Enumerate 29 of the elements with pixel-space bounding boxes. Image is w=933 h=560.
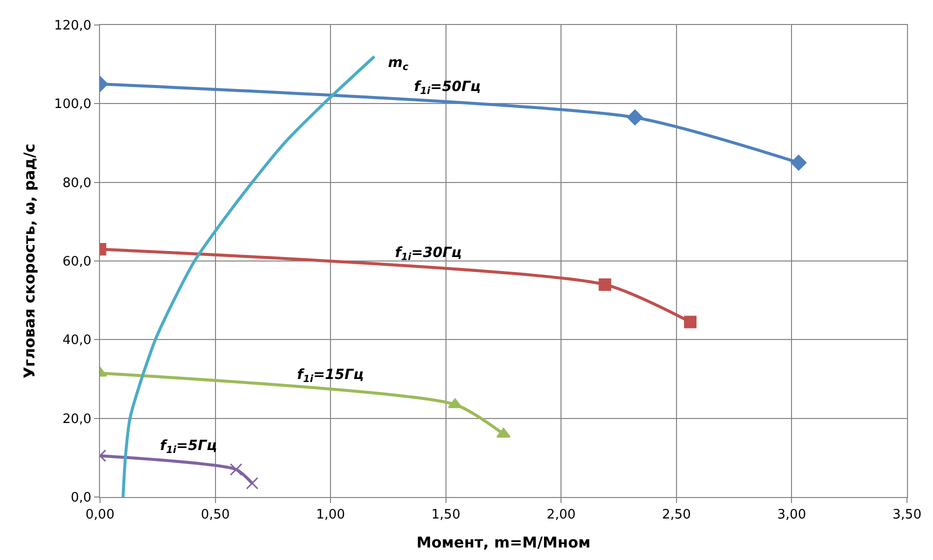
x-tick-label: 1,00 [316,508,346,523]
y-tick-label: 40,0 [62,333,92,348]
y-tick-label: 0,0 [70,490,92,506]
point [627,110,643,126]
x-tick-label: 0,00 [86,508,114,523]
series-label: f$_{1i}$=15Гц [297,367,364,385]
point [448,398,462,408]
x-tick-label: 3,00 [777,508,806,523]
point [790,154,807,171]
line-series [122,54,376,497]
series-label: m$_{c}$ [388,55,409,73]
y-tick-label: 120,0 [54,18,92,34]
x-axis-title: Момент, m=M/Mном [416,534,591,552]
y-tick-label: 60,0 [62,254,92,270]
x-tick-label: 2,50 [662,508,691,523]
point [496,428,511,438]
y-tick-label: 100,0 [54,97,92,112]
x-tick-label: 0,50 [200,508,230,523]
y-tick-label: 20,0 [62,412,92,427]
point [684,316,697,328]
y-axis-title: Угловая скорость, ω, рад/с [20,144,38,378]
series-label: f$_{1i}$=30Гц [395,245,462,263]
x-tick-label: 3,50 [892,508,922,523]
series-label: f$_{1i}$=50Гц [414,79,481,97]
x-tick-label: 1,50 [431,508,460,523]
y-tick-label: 80,0 [62,176,92,191]
series-label: f$_{1i}$=5Гц [160,438,218,456]
x-tick-label: 2,00 [546,508,576,523]
point [598,278,612,291]
